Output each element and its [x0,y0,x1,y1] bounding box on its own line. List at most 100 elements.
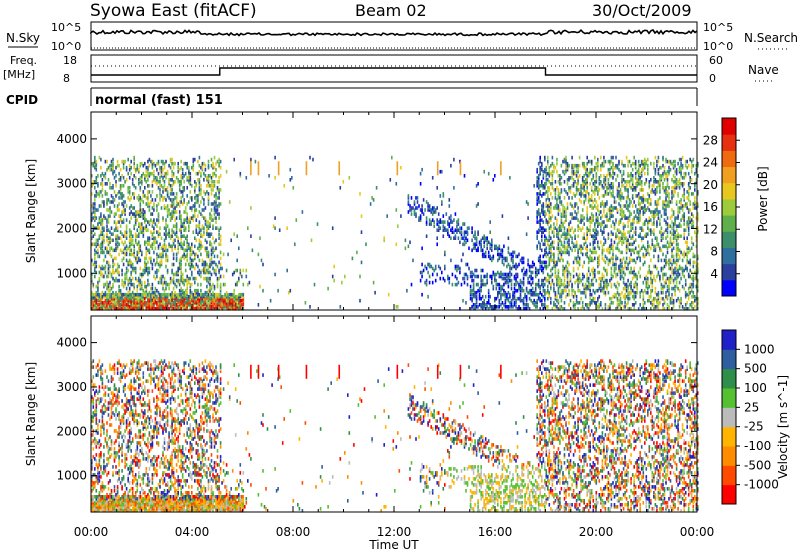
power-cell [139,280,142,285]
power-cell [492,284,495,289]
power-cell [574,234,576,238]
power-cell [201,301,204,305]
power-cell [597,264,599,269]
power-cell [545,264,548,269]
power-cell [194,301,196,305]
power-cell [615,232,617,236]
power-cell [118,298,120,303]
power-cell [141,226,143,230]
power-cell [460,232,463,236]
power-cell [131,212,134,216]
power-cell [542,282,545,287]
power-cell [537,192,540,196]
power-cell [601,232,604,236]
power-cell [519,278,522,283]
power-cell [191,196,193,200]
power-cell [603,159,605,164]
power-cell [539,184,541,188]
power-cell [577,254,579,259]
power-cell [568,292,570,297]
power-cell [142,301,145,305]
power-cell [544,228,546,232]
power-cell [448,224,451,228]
power-cell [203,266,205,271]
power-cell [228,200,231,204]
power-cell [640,182,643,186]
power-cell [210,252,213,257]
power-cell [189,303,192,307]
power-cell [597,167,599,172]
power-cell [91,298,93,303]
power-cell [168,286,170,291]
power-cell [206,224,208,228]
power-cell [113,169,116,174]
power-cell [625,250,628,255]
power-cell [219,303,222,307]
power-cell [121,268,123,273]
power-cell [425,216,428,220]
power-cell [568,228,570,232]
power-cell [101,248,104,253]
power-cell [560,292,563,297]
power-cell [447,228,449,232]
power-cell [522,272,525,277]
power-cell [562,258,564,263]
power-cell [594,228,596,232]
power-cell [128,280,131,285]
power-cell [619,270,622,275]
power-cell [639,182,641,186]
power-cell [207,178,210,182]
power-cell [124,208,126,212]
power-cell [184,296,187,301]
power-cell [636,250,638,255]
power-cell [459,240,461,245]
power-cell [241,303,243,307]
power-cell [200,165,202,170]
power-cell [171,192,173,196]
power-cell [510,252,513,257]
power-cell [141,280,143,285]
power-cell [94,260,96,265]
power-cell [215,292,217,297]
power-cell [606,202,608,206]
power-cell [116,268,119,273]
power-cell [522,307,525,311]
power-cell [465,262,467,267]
power-cell [148,157,151,162]
power-cell [419,208,422,212]
power-cell [109,294,111,299]
power-cell [606,174,608,178]
power-cell [607,307,610,311]
power-cell [551,230,554,234]
power-cell [97,292,99,297]
power-cell [103,228,105,232]
power-cell [628,204,631,208]
power-cell [204,222,207,226]
power-cell [136,296,139,301]
power-cell [448,204,451,208]
power-cell [236,298,238,303]
power-cell [175,303,178,307]
power-cell [124,210,126,214]
power-cell [583,202,585,206]
power-cell [604,292,607,297]
power-cell [115,276,117,281]
power-cell [421,270,423,275]
power-cell [462,298,464,303]
power-cell [522,276,525,281]
power-cell [565,234,567,238]
power-cell [515,254,517,259]
power-cell [437,264,440,269]
power-cell [178,204,181,208]
power-cell [548,256,551,261]
power-cell [607,186,610,190]
power-cell [480,303,482,307]
power-cell [604,202,607,206]
power-cell [151,262,154,267]
power-cell [153,236,155,240]
power-cell [236,268,238,273]
power-cell [491,274,493,279]
power-cell [224,282,226,287]
power-cell [125,236,128,240]
power-cell [533,292,535,297]
